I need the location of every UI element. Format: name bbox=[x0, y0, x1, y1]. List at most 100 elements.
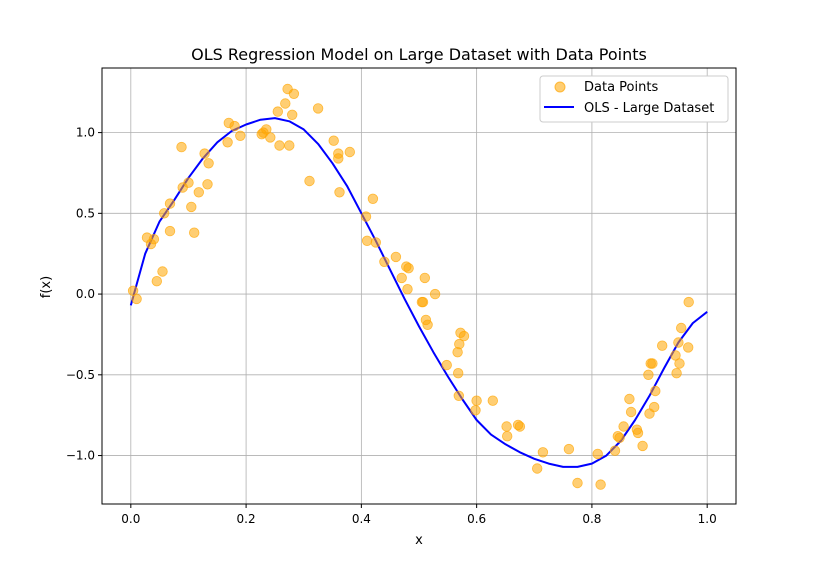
data-point bbox=[647, 358, 658, 369]
data-point bbox=[595, 479, 606, 490]
data-point bbox=[403, 263, 414, 274]
data-point bbox=[188, 227, 200, 238]
data-point bbox=[284, 140, 295, 151]
data-point bbox=[625, 406, 637, 418]
data-point bbox=[199, 148, 210, 159]
data-point bbox=[304, 175, 315, 187]
data-point bbox=[148, 233, 160, 245]
x-tick-label: 0.0 bbox=[121, 512, 140, 526]
legend-label-ols-line: OLS - Large Dataset bbox=[584, 101, 714, 116]
data-point bbox=[532, 463, 543, 474]
data-point bbox=[609, 445, 621, 456]
data-point bbox=[441, 359, 452, 371]
data-point bbox=[592, 448, 603, 460]
data-point bbox=[537, 447, 549, 458]
data-point bbox=[312, 103, 324, 114]
data-point bbox=[202, 179, 213, 190]
x-axis-label: x bbox=[415, 533, 423, 548]
data-point bbox=[333, 153, 344, 164]
data-point bbox=[683, 342, 694, 353]
x-tick-label: 0.6 bbox=[467, 512, 486, 526]
data-point bbox=[272, 106, 284, 117]
data-point bbox=[624, 393, 635, 405]
data-point bbox=[379, 256, 390, 268]
data-point bbox=[158, 208, 170, 219]
legend-marker-data-points bbox=[554, 81, 566, 93]
data-point bbox=[671, 368, 682, 379]
data-point bbox=[235, 130, 246, 142]
data-point bbox=[632, 427, 644, 439]
data-point bbox=[164, 225, 176, 237]
y-tick-label: 0.5 bbox=[76, 206, 95, 220]
data-point bbox=[422, 319, 433, 331]
data-point bbox=[417, 296, 429, 308]
y-tick-label: 0.0 bbox=[76, 287, 95, 301]
data-point bbox=[649, 401, 660, 413]
data-point bbox=[402, 284, 413, 295]
data-point bbox=[193, 187, 205, 198]
data-point bbox=[501, 421, 512, 432]
y-tick-label: −0.5 bbox=[66, 368, 95, 382]
data-point bbox=[151, 276, 163, 287]
legend: Data Points OLS - Large Dataset bbox=[539, 75, 729, 123]
data-point bbox=[176, 141, 187, 153]
data-point bbox=[429, 288, 441, 300]
data-point bbox=[183, 177, 194, 188]
data-point bbox=[453, 368, 464, 379]
grid bbox=[102, 68, 736, 504]
data-point bbox=[157, 266, 168, 277]
data-point bbox=[563, 443, 575, 455]
chart-title: OLS Regression Model on Large Dataset wi… bbox=[191, 45, 647, 64]
data-point bbox=[637, 440, 648, 452]
data-point bbox=[164, 198, 176, 209]
y-axis-label: f(x) bbox=[39, 276, 54, 298]
data-point bbox=[222, 137, 233, 148]
data-point bbox=[288, 88, 300, 100]
x-tick-label: 0.8 bbox=[582, 512, 601, 526]
data-point bbox=[572, 477, 583, 489]
x-tick-label: 0.2 bbox=[237, 512, 256, 526]
data-point bbox=[614, 432, 625, 444]
y-tick-label: 1.0 bbox=[76, 126, 95, 140]
data-point bbox=[360, 211, 372, 222]
data-point bbox=[287, 109, 298, 121]
data-point bbox=[470, 405, 481, 416]
data-point bbox=[396, 272, 407, 284]
x-tick-label: 0.4 bbox=[352, 512, 371, 526]
data-point bbox=[186, 201, 197, 213]
data-point bbox=[643, 369, 654, 381]
data-point bbox=[502, 431, 513, 442]
data-point bbox=[683, 296, 694, 308]
data-point bbox=[390, 251, 402, 263]
data-point bbox=[650, 385, 661, 397]
data-point bbox=[514, 421, 526, 432]
data-point bbox=[328, 135, 339, 146]
data-point bbox=[673, 337, 684, 348]
plot-frame bbox=[101, 67, 737, 505]
data-point bbox=[487, 395, 499, 406]
axis-ticks: 0.0 0.2 0.4 0.6 0.8 1.0 −1.0 −0.5 0.0 0.5 1.0 bbox=[66, 126, 717, 526]
data-point bbox=[676, 322, 687, 334]
data-point bbox=[419, 272, 431, 284]
data-point bbox=[229, 120, 240, 132]
data-point bbox=[471, 395, 482, 406]
data-point bbox=[361, 235, 373, 247]
legend-box bbox=[539, 75, 729, 123]
legend-label-data-points: Data Points bbox=[584, 80, 658, 95]
data-point bbox=[618, 421, 629, 432]
data-points-layer bbox=[127, 83, 694, 490]
data-point bbox=[458, 330, 470, 342]
data-point bbox=[453, 390, 465, 402]
data-point bbox=[657, 340, 668, 351]
data-point bbox=[334, 187, 345, 198]
data-point bbox=[265, 132, 276, 143]
data-point bbox=[367, 193, 379, 205]
y-tick-label: −1.0 bbox=[66, 449, 95, 463]
data-point bbox=[280, 98, 291, 109]
data-point bbox=[344, 146, 356, 158]
data-point bbox=[203, 158, 214, 169]
data-point bbox=[454, 338, 465, 350]
data-point bbox=[274, 140, 285, 151]
x-tick-label: 1.0 bbox=[698, 512, 717, 526]
